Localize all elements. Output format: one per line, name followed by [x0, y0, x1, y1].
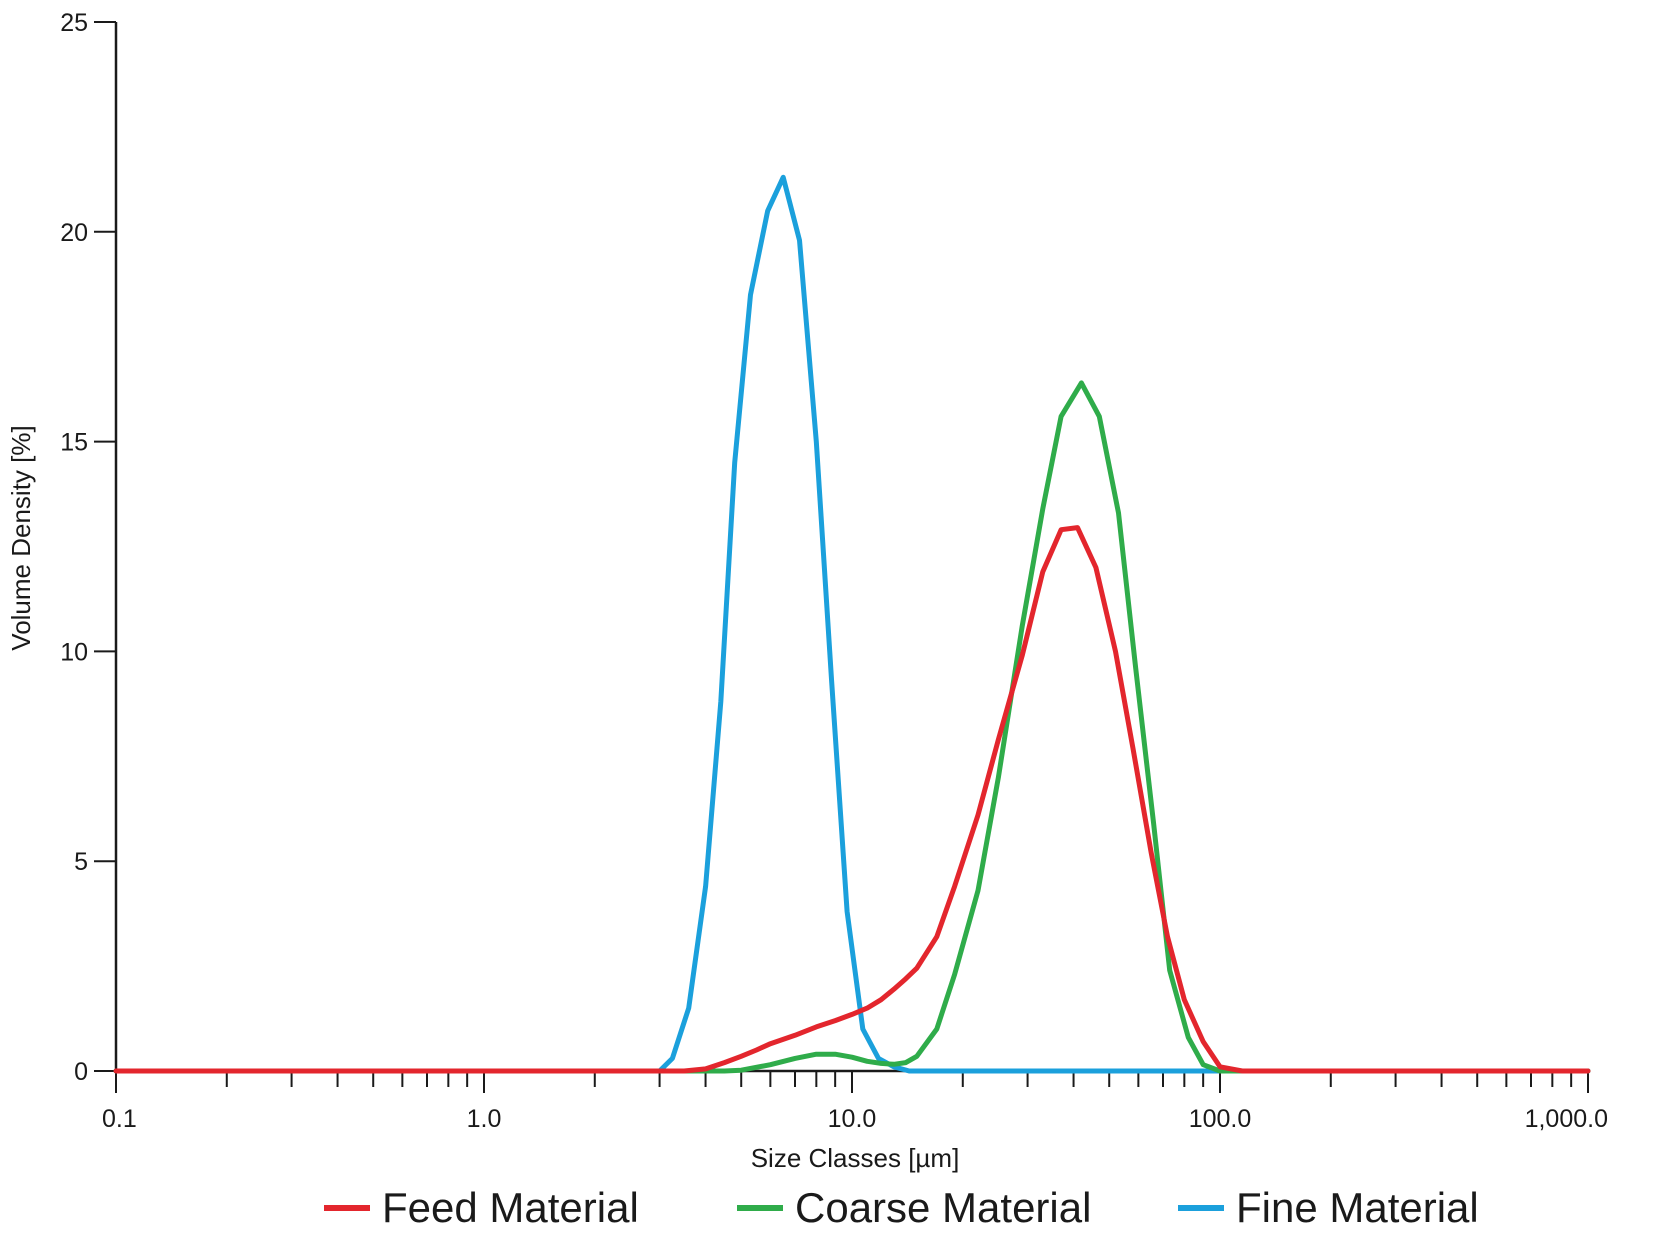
- y-tick-label: 15: [60, 429, 88, 457]
- x-tick-label: 1.0: [467, 1105, 502, 1133]
- y-tick-label: 10: [60, 638, 88, 666]
- y-axis: 0 5 10 15 20 25: [60, 9, 118, 1086]
- series-line-fine-material: [113, 174, 1591, 1074]
- x-tick-label: 1,000.0: [1525, 1105, 1608, 1133]
- y-tick-label: 20: [60, 219, 88, 247]
- series-layer: [113, 174, 1591, 1074]
- series-line-coarse-material: [113, 380, 1591, 1074]
- y-axis-title: Volume Density [%]: [6, 425, 36, 650]
- x-axis-title: Size Classes [µm]: [751, 1143, 960, 1173]
- x-axis: 0.1 1.0 10.0 100.0 1,000.0: [102, 1069, 1608, 1133]
- legend-label-fine-material: Fine Material: [1236, 1184, 1479, 1231]
- x-tick-label: 0.1: [102, 1105, 137, 1133]
- series-line-feed-material: [113, 525, 1591, 1074]
- legend-label-coarse-material: Coarse Material: [795, 1184, 1091, 1231]
- x-tick-label: 100.0: [1189, 1105, 1252, 1133]
- y-tick-label: 25: [60, 9, 88, 37]
- y-tick-label: 0: [74, 1058, 88, 1086]
- y-tick-label: 5: [74, 848, 88, 876]
- legend-label-feed-material: Feed Material: [382, 1184, 639, 1231]
- x-tick-label: 10.0: [828, 1105, 877, 1133]
- legend: Feed Material Coarse Material Fine Materia…: [324, 1184, 1479, 1231]
